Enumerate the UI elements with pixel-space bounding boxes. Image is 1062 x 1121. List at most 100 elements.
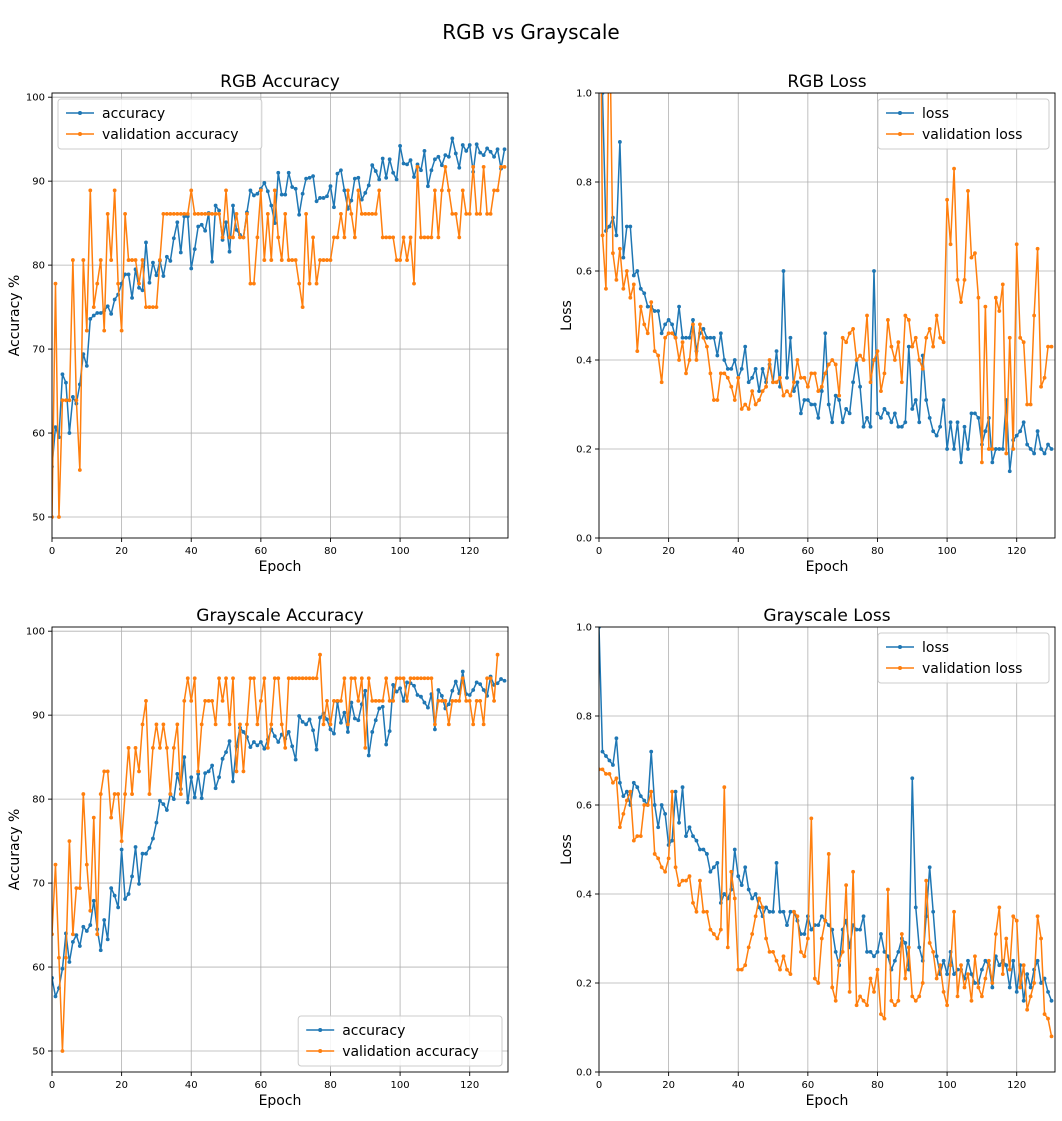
data-point [812,371,817,376]
data-point [387,235,392,240]
data-point [248,676,253,681]
data-point [70,258,75,262]
data-point [380,698,385,703]
data-point [98,792,103,796]
series-train [52,669,507,999]
data-point [251,193,256,198]
data-point [53,862,58,867]
data-point [88,923,93,927]
data-point [213,786,218,791]
data-point [830,358,835,362]
data-point [617,140,622,144]
data-point [617,825,622,830]
data-point [373,718,378,723]
data-point [670,322,674,327]
data-point [624,798,629,803]
data-point [373,698,378,703]
data-point [102,328,107,333]
data-point [328,258,333,262]
data-point [154,305,159,310]
series-validation [600,93,1054,465]
data-point [495,188,500,193]
data-point [993,295,998,300]
data-point [293,258,298,262]
data-point [227,235,232,240]
data-point [196,224,201,229]
legend-box [877,632,1050,684]
data-point [352,716,357,721]
data-point [251,281,256,286]
data-point [844,340,849,345]
data-point [1000,447,1005,451]
data-point [251,740,256,744]
data-point [245,722,249,727]
data-point [781,909,786,914]
data-point [349,676,354,681]
data-point [436,235,441,240]
data-point [1046,990,1050,994]
data-point [896,340,901,345]
axes-frame [598,92,1056,539]
data-point [617,246,622,251]
data-point [868,976,873,981]
data-point [328,722,333,727]
data-point [185,800,190,805]
data-point [927,326,932,331]
data-point [805,384,810,389]
data-point [743,963,748,968]
data-point [854,358,859,362]
data-point [231,203,235,208]
legend-label: validation accuracy [342,1044,479,1060]
data-point [377,706,382,711]
data-point [913,335,918,340]
data-point [255,722,260,727]
data-point [192,795,197,800]
data-point [764,936,768,941]
data-point [739,367,744,371]
data-point [684,335,688,340]
data-point [1000,282,1005,287]
data-point [1028,402,1033,407]
data-point [767,949,772,954]
data-point [426,676,430,681]
data-point [276,740,281,744]
data-point [164,212,169,216]
data-point [137,769,141,774]
data-point [391,683,396,687]
data-point [635,349,640,353]
data-point [872,990,876,994]
data-point [474,698,479,703]
data-point [722,371,727,376]
data-point [795,358,800,362]
data-point [300,191,305,196]
data-point [997,447,1002,451]
data-point [767,358,772,362]
chart-rgb-accuracy: 0 20 40 60 80 100 120 50 60 70 80 90 100 RGB Accuracy… [7,72,509,575]
data-point [684,371,688,376]
data-point [611,763,615,767]
data-point [1021,340,1026,345]
data-point [57,515,61,519]
data-point [349,700,354,705]
data-point [701,326,706,331]
data-point [311,728,315,733]
data-point [997,905,1002,910]
data-point [638,286,643,291]
y-tick-label: 0.8 [576,178,592,189]
data-point [701,909,706,914]
data-point [231,676,235,681]
data-point [373,169,378,173]
data-point [126,258,131,262]
legend-marker [898,111,902,115]
data-point [896,998,901,1003]
data-point [931,949,936,954]
data-point [248,281,253,286]
data-point [732,847,737,852]
data-point [1042,451,1047,456]
data-point [467,143,472,147]
data-point [178,250,183,255]
data-point [607,771,612,776]
data-point [600,767,605,772]
data-point [325,698,329,703]
